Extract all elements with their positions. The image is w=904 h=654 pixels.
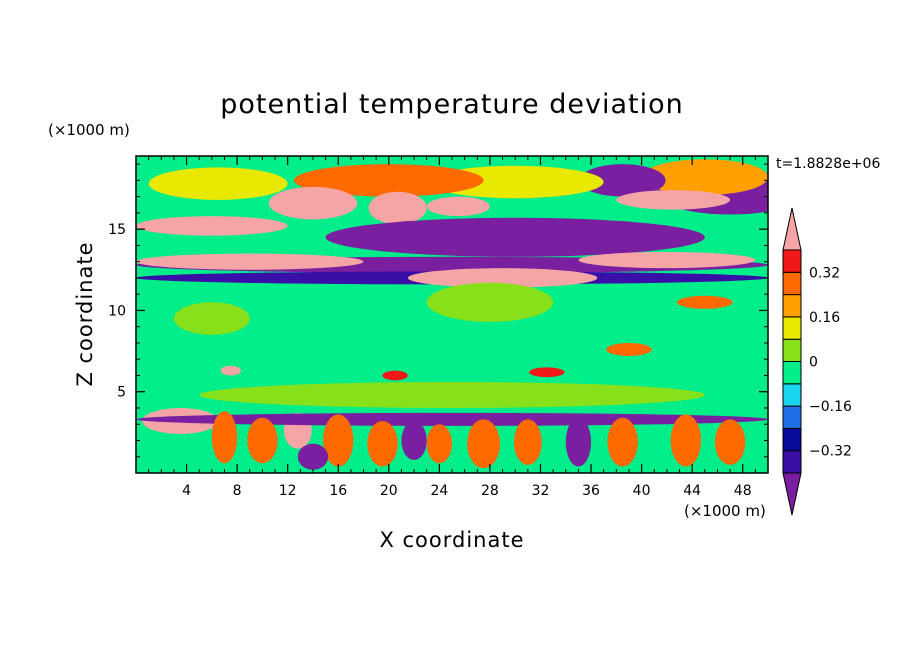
field-feature-28 (211, 411, 238, 464)
field-feature-16 (578, 251, 756, 269)
field-feature-22 (382, 370, 408, 381)
field-feature-31 (367, 420, 398, 467)
field-feature-34 (513, 419, 542, 465)
field-feature-10 (616, 190, 731, 210)
field-feature-21 (220, 365, 241, 376)
colorbar-box-9 (782, 271, 802, 296)
y-tick-label-0: 5 (117, 385, 126, 401)
x-tick-label-10: 44 (683, 483, 701, 499)
field-feature-23 (529, 367, 565, 378)
field-feature-33 (467, 419, 501, 469)
field-feature-29 (247, 417, 278, 464)
field-layers (136, 159, 768, 470)
field-feature-36 (607, 417, 638, 467)
x-tick-label-0: 4 (182, 483, 191, 499)
colorbar-top-triangle (782, 207, 802, 251)
x-axis-label: X coordinate (379, 528, 524, 552)
field-feature-15 (407, 268, 598, 288)
y-tick-label-1: 10 (108, 303, 126, 319)
y-unit-label: (×1000 m) (48, 121, 130, 139)
y-tick-label-2: 15 (108, 222, 126, 238)
x-tick-label-3: 16 (329, 483, 347, 499)
field-feature-14 (136, 253, 364, 270)
colorbar-label-2: 0 (809, 355, 818, 371)
field-feature-19 (173, 302, 250, 335)
y-axis-label: Z coordinate (73, 241, 97, 386)
x-tick-label-5: 24 (430, 483, 448, 499)
colorbar-label-1: 0.16 (809, 310, 840, 326)
y-axis: 5 10 15 (108, 163, 768, 458)
field-feature-32 (426, 424, 452, 464)
time-label: t=1.8828e+06 (776, 156, 880, 172)
colorbar-box-7 (782, 316, 802, 340)
field-feature-8 (368, 191, 427, 225)
colorbar-box-2 (782, 427, 802, 452)
field-feature-2 (579, 164, 666, 197)
colorbar-box-6 (782, 338, 802, 363)
field-feature-18 (426, 282, 554, 322)
field-feature-35 (565, 417, 592, 467)
x-tick-label-11: 48 (734, 483, 752, 499)
colorbar-box-5 (782, 361, 802, 385)
x-unit-label: (×1000 m) (684, 502, 766, 520)
field-feature-1 (641, 159, 768, 196)
colorbar-box-3 (782, 405, 802, 429)
field-feature-9 (426, 196, 490, 217)
field-feature-37 (670, 414, 702, 467)
field-feature-4 (294, 164, 484, 197)
field-feature-6 (136, 216, 288, 236)
colorbar-label-3: −0.16 (809, 399, 852, 415)
field-feature-7 (268, 186, 358, 220)
colorbar-label-4: −0.32 (809, 444, 852, 460)
x-tick-label-8: 36 (582, 483, 600, 499)
colorbar: 0.32 0.16 0 −0.16 −0.32 (782, 207, 852, 516)
field-feature-27 (136, 412, 768, 426)
plot-area (136, 156, 768, 473)
field-feature-5 (148, 167, 288, 200)
colorbar-label-0: 0.32 (809, 265, 840, 281)
x-tick-label-6: 28 (481, 483, 499, 499)
field-feature-17 (676, 295, 733, 309)
field-feature-24 (199, 381, 705, 408)
colorbar-box-4 (782, 383, 802, 407)
colorbar-box-1 (782, 450, 802, 474)
field-feature-39 (401, 420, 427, 460)
colorbar-box-10 (782, 249, 802, 273)
x-tick-label-7: 32 (532, 483, 550, 499)
field-feature-30 (323, 414, 354, 467)
colorbar-bottom-triangle (782, 472, 802, 516)
field-feature-38 (714, 419, 746, 465)
x-tick-label-1: 8 (233, 483, 242, 499)
x-tick-label-2: 12 (279, 483, 297, 499)
field-feature-40 (297, 443, 329, 470)
field-feature-20 (606, 342, 652, 356)
x-axis: 4 8 12 16 20 24 28 32 36 40 44 48 (148, 156, 756, 499)
chart-title: potential temperature deviation (220, 89, 683, 120)
x-tick-label-9: 40 (633, 483, 651, 499)
x-tick-label-4: 20 (380, 483, 398, 499)
colorbar-box-8 (782, 294, 802, 318)
field-feature-11 (325, 217, 705, 257)
